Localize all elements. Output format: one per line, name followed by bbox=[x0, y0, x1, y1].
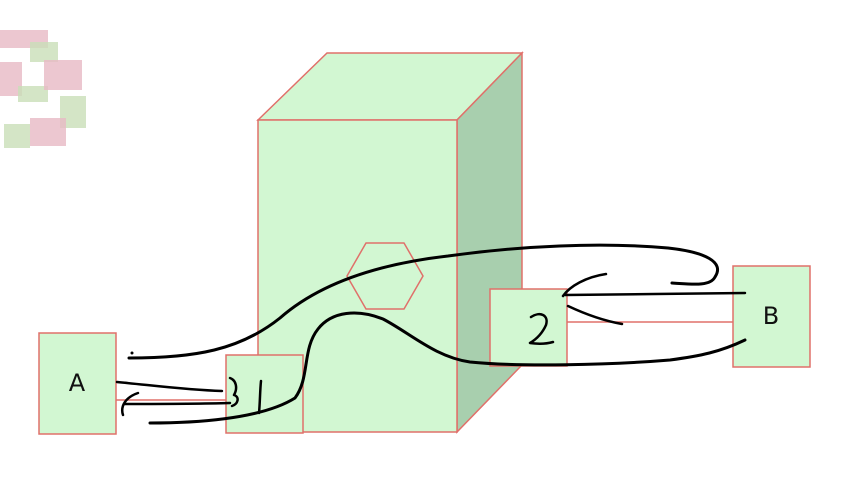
hand-stroke-b-top bbox=[563, 291, 747, 297]
node-b-label: B bbox=[763, 302, 779, 330]
port-box-2 bbox=[489, 288, 568, 367]
hand-path-upper-loop bbox=[127, 243, 719, 360]
hexagon-icon bbox=[346, 242, 424, 310]
red-links bbox=[116, 321, 733, 401]
node-a-label: A bbox=[69, 369, 86, 397]
box-side-face bbox=[456, 51, 523, 434]
hand-drawn-paths bbox=[115, 243, 747, 425]
hand-stroke-b-lower bbox=[566, 304, 624, 326]
node-a: A bbox=[38, 332, 117, 435]
hand-path-lower-curve bbox=[148, 311, 747, 425]
partial-logo-icon bbox=[0, 30, 86, 148]
hand-stroke-a-mid bbox=[123, 401, 232, 406]
hand-stroke-1 bbox=[257, 379, 263, 415]
port-box-1 bbox=[225, 354, 304, 434]
node-b: B bbox=[732, 265, 811, 368]
hand-bracket-1 bbox=[228, 376, 239, 408]
hand-digit-2 bbox=[528, 313, 555, 345]
ink-dot bbox=[130, 351, 134, 355]
hand-stroke-a-hook bbox=[121, 391, 140, 417]
hand-stroke-b-curl bbox=[561, 272, 608, 298]
hand-stroke-a-top bbox=[115, 380, 224, 393]
